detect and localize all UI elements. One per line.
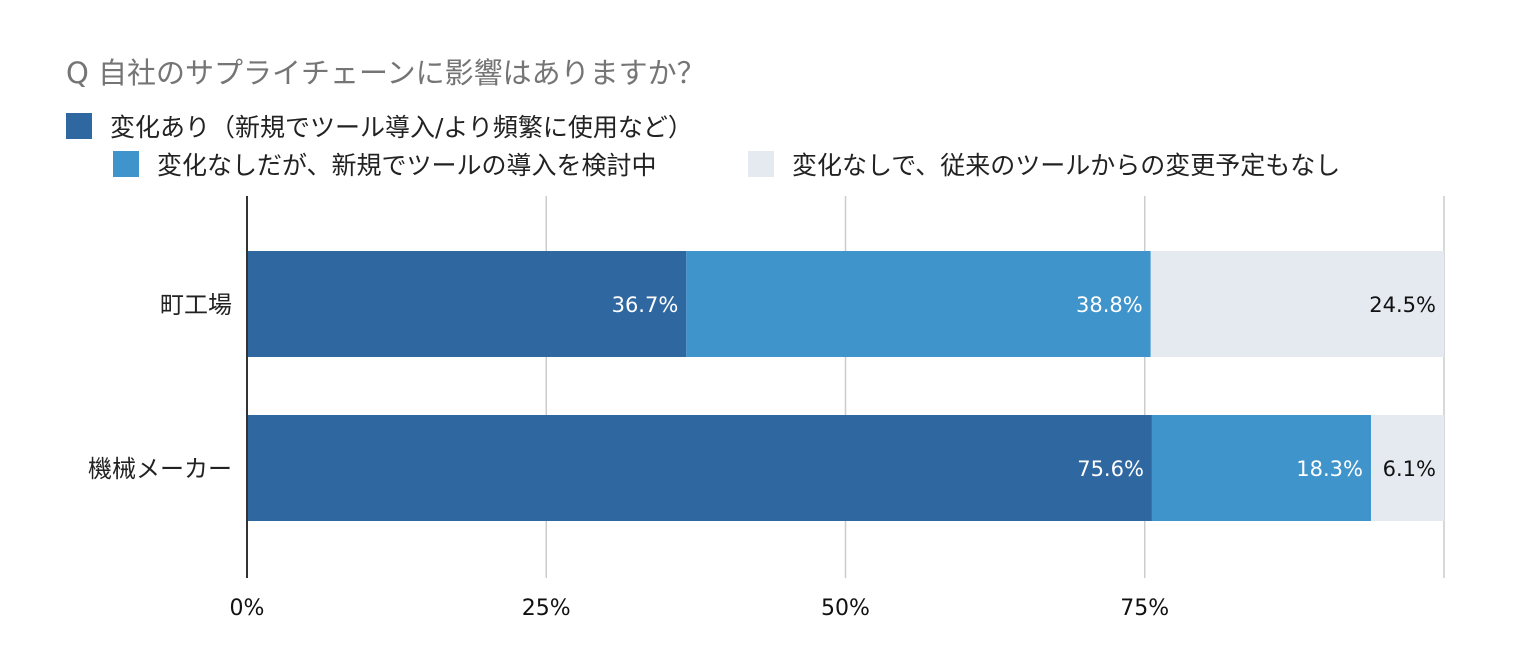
bar-segment bbox=[1151, 415, 1371, 521]
legend-label-no-change: 変化なしで、従来のツールからの変更予定もなし bbox=[792, 151, 1341, 180]
bar-segment bbox=[247, 415, 1152, 521]
data-label: 6.1% bbox=[1383, 457, 1436, 481]
data-label: 24.5% bbox=[1369, 293, 1436, 317]
legend-item-changed: 変化あり（新規でツール導入/より頻繁に使用など） bbox=[66, 108, 693, 144]
x-tick-label: 0% bbox=[230, 596, 265, 621]
data-label: 75.6% bbox=[1077, 457, 1144, 481]
chart-title: Q 自社のサプライチェーンに影響はありますか？ bbox=[66, 56, 706, 90]
x-tick-label: 25% bbox=[522, 596, 571, 621]
data-label: 18.3% bbox=[1296, 457, 1363, 481]
bar-segment bbox=[1150, 251, 1444, 357]
x-tick-label: 50% bbox=[821, 596, 870, 621]
legend-label-changed: 変化あり（新規でツール導入/より頻繁に使用など） bbox=[110, 113, 693, 142]
bar-segment bbox=[1370, 415, 1444, 521]
category-label: 町工場 bbox=[160, 291, 232, 319]
category-label: 機械メーカー bbox=[88, 455, 232, 483]
data-label: 38.8% bbox=[1076, 293, 1143, 317]
x-tick-label: 75% bbox=[1120, 596, 1169, 621]
legend-swatch-changed bbox=[66, 113, 92, 139]
bar-segment bbox=[247, 251, 687, 357]
legend-swatch-considering bbox=[113, 151, 139, 177]
bar-segment bbox=[686, 251, 1151, 357]
data-label: 36.7% bbox=[612, 293, 679, 317]
legend-swatch-no-change bbox=[748, 151, 774, 177]
legend-item-considering: 変化なしだが、新規でツールの導入を検討中 bbox=[113, 146, 657, 182]
legend-label-considering: 変化なしだが、新規でツールの導入を検討中 bbox=[157, 151, 657, 180]
legend-item-no-change: 変化なしで、従来のツールからの変更予定もなし bbox=[748, 146, 1340, 182]
